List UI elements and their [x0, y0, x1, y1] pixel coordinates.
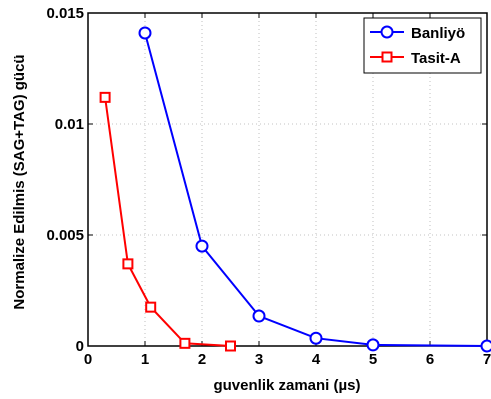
legend-label-banliyo: Banliyö: [411, 25, 465, 42]
x-tick-label: 1: [141, 351, 149, 368]
y-tick-label: 0.015: [46, 5, 84, 22]
data-point-banliy: [252, 309, 266, 323]
data-point-banliy: [195, 239, 209, 253]
x-tick-label: 5: [369, 351, 377, 368]
x-tick-label: 6: [426, 351, 434, 368]
legend: Banliyö Tasit-A: [363, 17, 482, 74]
legend-marker-tasit-a: [381, 51, 393, 63]
data-point-banliy: [309, 331, 323, 345]
data-point-banliy: [138, 26, 152, 40]
x-tick-label: 2: [198, 351, 206, 368]
y-tick-label: 0.01: [55, 116, 84, 133]
x-tick-label: 0: [84, 351, 92, 368]
data-point-tasit-a: [99, 91, 111, 103]
x-tick-label: 3: [255, 351, 263, 368]
data-point-tasit-a: [225, 340, 236, 352]
data-point-tasit-a: [179, 337, 191, 349]
y-tick-label: 0.005: [46, 227, 84, 244]
y-axis-title: Normalize Edilmis (SAG+TAG) gücü: [11, 54, 28, 309]
legend-label-tasit-a: Tasit-A: [411, 50, 461, 67]
data-point-tasit-a: [122, 258, 134, 270]
data-point-banliy: [366, 338, 380, 352]
x-axis-title: guvenlik zamani (µs): [213, 377, 360, 394]
grid-lines: [88, 13, 487, 346]
x-tick-label: 4: [312, 351, 321, 368]
y-tick-label: 0: [76, 338, 84, 355]
legend-marker-banliyo: [380, 25, 394, 39]
series-layer: [99, 26, 491, 353]
data-point-tasit-a: [145, 301, 157, 313]
axis-ticks: 0 1 2 3 4 5 6 7 0 0.005 0.01 0.015: [46, 5, 491, 368]
data-point-banliy: [480, 339, 491, 353]
x-tick-label: 7: [483, 351, 491, 368]
plot-area-frame: [87, 12, 488, 347]
series-line-banliy: [144, 32, 488, 347]
